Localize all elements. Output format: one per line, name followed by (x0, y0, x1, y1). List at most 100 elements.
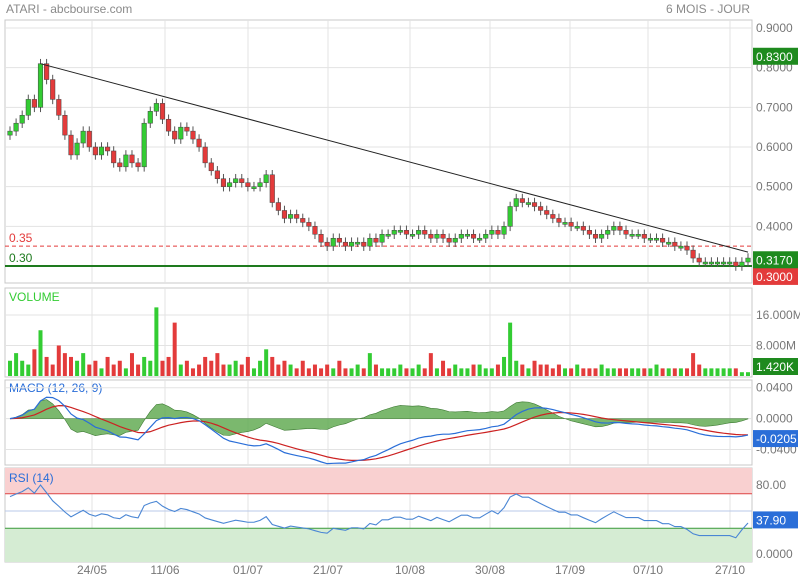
volume-bar (563, 368, 568, 376)
candle (684, 245, 690, 251)
volume-bar (26, 364, 31, 376)
volume-bar (117, 360, 122, 376)
volume-bar (477, 364, 482, 376)
candle (355, 241, 361, 245)
y-tick-label: 80.00 (756, 478, 786, 492)
candle (74, 142, 80, 156)
candle (678, 245, 684, 249)
candle (56, 99, 62, 116)
candle (574, 226, 580, 229)
candle (263, 174, 269, 183)
candle (361, 241, 367, 247)
price-badge-hidden-bg (753, 267, 798, 285)
volume-bar (172, 322, 177, 376)
candle (666, 241, 672, 245)
candle (239, 178, 245, 183)
volume-bar (587, 368, 592, 376)
candle (251, 186, 257, 189)
volume-bar (215, 353, 220, 376)
candle (403, 230, 409, 235)
volume-bar (166, 356, 171, 376)
volume-bar (520, 364, 525, 376)
volume-bar (355, 364, 360, 376)
volume-bar (227, 364, 232, 376)
volume-bar (38, 330, 43, 376)
volume-bar (148, 360, 153, 376)
candle (92, 146, 98, 156)
candle (434, 234, 440, 239)
volume-bar (593, 368, 598, 376)
volume-bar (203, 356, 208, 376)
volume-bar (8, 360, 12, 376)
candle (367, 237, 373, 247)
candle (275, 202, 281, 211)
candle (519, 198, 525, 203)
candle (208, 162, 214, 172)
volume-bar (416, 364, 421, 376)
volume-bar (160, 360, 165, 376)
candle (300, 218, 306, 223)
candle (86, 130, 92, 148)
chart-title: ATARI - abcbourse.com (6, 2, 133, 16)
candle (495, 230, 501, 235)
y-tick-label: 0.4000 (756, 219, 793, 233)
candle (342, 241, 349, 247)
x-tick-label: 21/07 (313, 563, 343, 577)
candle (660, 237, 666, 243)
volume-bar (178, 364, 183, 376)
rsi-title: RSI (14) (9, 471, 54, 485)
volume-bar (233, 360, 238, 376)
volume-bar (50, 364, 55, 376)
candle (714, 261, 721, 265)
volume-bar (105, 356, 110, 376)
y-tick-label: 0.0000 (756, 412, 793, 426)
candle (68, 134, 74, 156)
candle (708, 261, 714, 265)
candle (440, 234, 446, 239)
volume-bar (331, 368, 336, 376)
candle (37, 63, 44, 108)
y-tick-label: 16.000M (756, 308, 800, 322)
y-tick-label: 0.0000 (756, 547, 793, 561)
candle (513, 198, 519, 207)
candle (324, 241, 330, 247)
candle (464, 234, 470, 237)
candle (458, 234, 464, 239)
candle (739, 261, 745, 267)
candle (141, 122, 147, 168)
volume-bar (721, 368, 726, 376)
volume-bar (709, 368, 714, 376)
price-badge-bg (753, 47, 798, 65)
volume-bar (251, 368, 256, 376)
candle (702, 261, 708, 265)
volume-bar (312, 364, 317, 376)
y-tick-label: 0.0400 (756, 381, 793, 395)
volume-title: VOLUME (9, 290, 60, 304)
candle (281, 210, 288, 219)
candle (470, 234, 477, 239)
volume-bar (514, 360, 519, 376)
candle (690, 249, 696, 259)
volume-bar (258, 360, 263, 376)
volume-bar (617, 368, 622, 376)
volume-bar (691, 353, 696, 376)
volume-bar (361, 368, 366, 376)
price-badge-hidden: 0.3000 (756, 270, 793, 284)
candle (483, 234, 489, 239)
volume-bar (288, 364, 293, 376)
candle (550, 214, 556, 219)
volume-bar (20, 360, 25, 376)
candle (452, 237, 458, 243)
volume-bar (386, 368, 391, 376)
macd-line (9, 396, 749, 465)
volume-badge-bg (753, 358, 798, 375)
volume-bar (422, 368, 427, 376)
x-tick-label: 01/07 (233, 563, 263, 577)
x-tick-label: 07/10 (633, 563, 663, 577)
candle (159, 103, 166, 120)
volume-bar (544, 364, 549, 376)
volume-bar (398, 364, 403, 376)
volume-bar (642, 368, 647, 376)
candle (330, 237, 336, 247)
volume-bar (282, 360, 287, 376)
